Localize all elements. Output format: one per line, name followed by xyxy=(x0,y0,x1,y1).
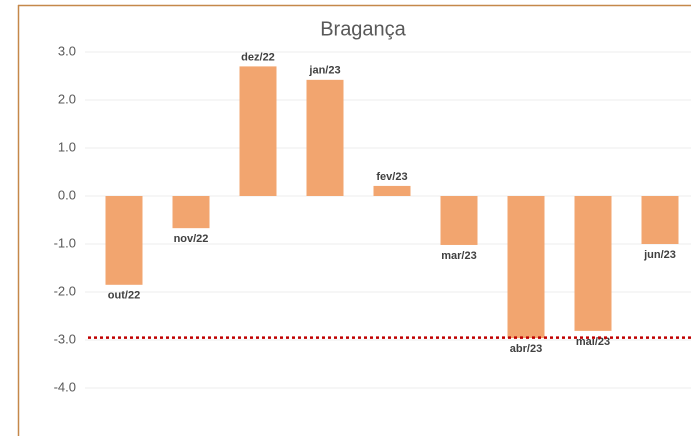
bar xyxy=(440,196,478,245)
y-tick-label: -4.0 xyxy=(54,379,76,394)
bar xyxy=(172,196,210,229)
category-label: mar/23 xyxy=(441,250,476,262)
bar xyxy=(306,79,344,196)
y-tick-label: 0.0 xyxy=(58,187,76,202)
category-label: mai/23 xyxy=(576,336,610,348)
y-tick-label: 2.0 xyxy=(58,91,76,106)
bar xyxy=(641,196,679,244)
category-label: out/22 xyxy=(108,290,140,302)
bar xyxy=(574,196,612,331)
y-tick-label: 1.0 xyxy=(58,139,76,154)
bar xyxy=(373,185,411,196)
category-label: jan/23 xyxy=(308,65,340,77)
category-label: nov/22 xyxy=(174,233,209,245)
bar xyxy=(507,196,545,339)
y-tick-label: -2.0 xyxy=(54,283,76,298)
category-label: fev/23 xyxy=(376,171,407,183)
category-label: abr/23 xyxy=(510,343,542,355)
y-tick-label: 3.0 xyxy=(58,43,76,58)
bar xyxy=(105,196,143,285)
y-tick-label: -3.0 xyxy=(54,331,76,346)
category-label: dez/22 xyxy=(241,51,275,63)
bar xyxy=(239,66,277,197)
chart-title: Bragança xyxy=(320,18,406,40)
category-label: jun/23 xyxy=(643,249,676,261)
y-tick-label: -1.0 xyxy=(54,235,76,250)
